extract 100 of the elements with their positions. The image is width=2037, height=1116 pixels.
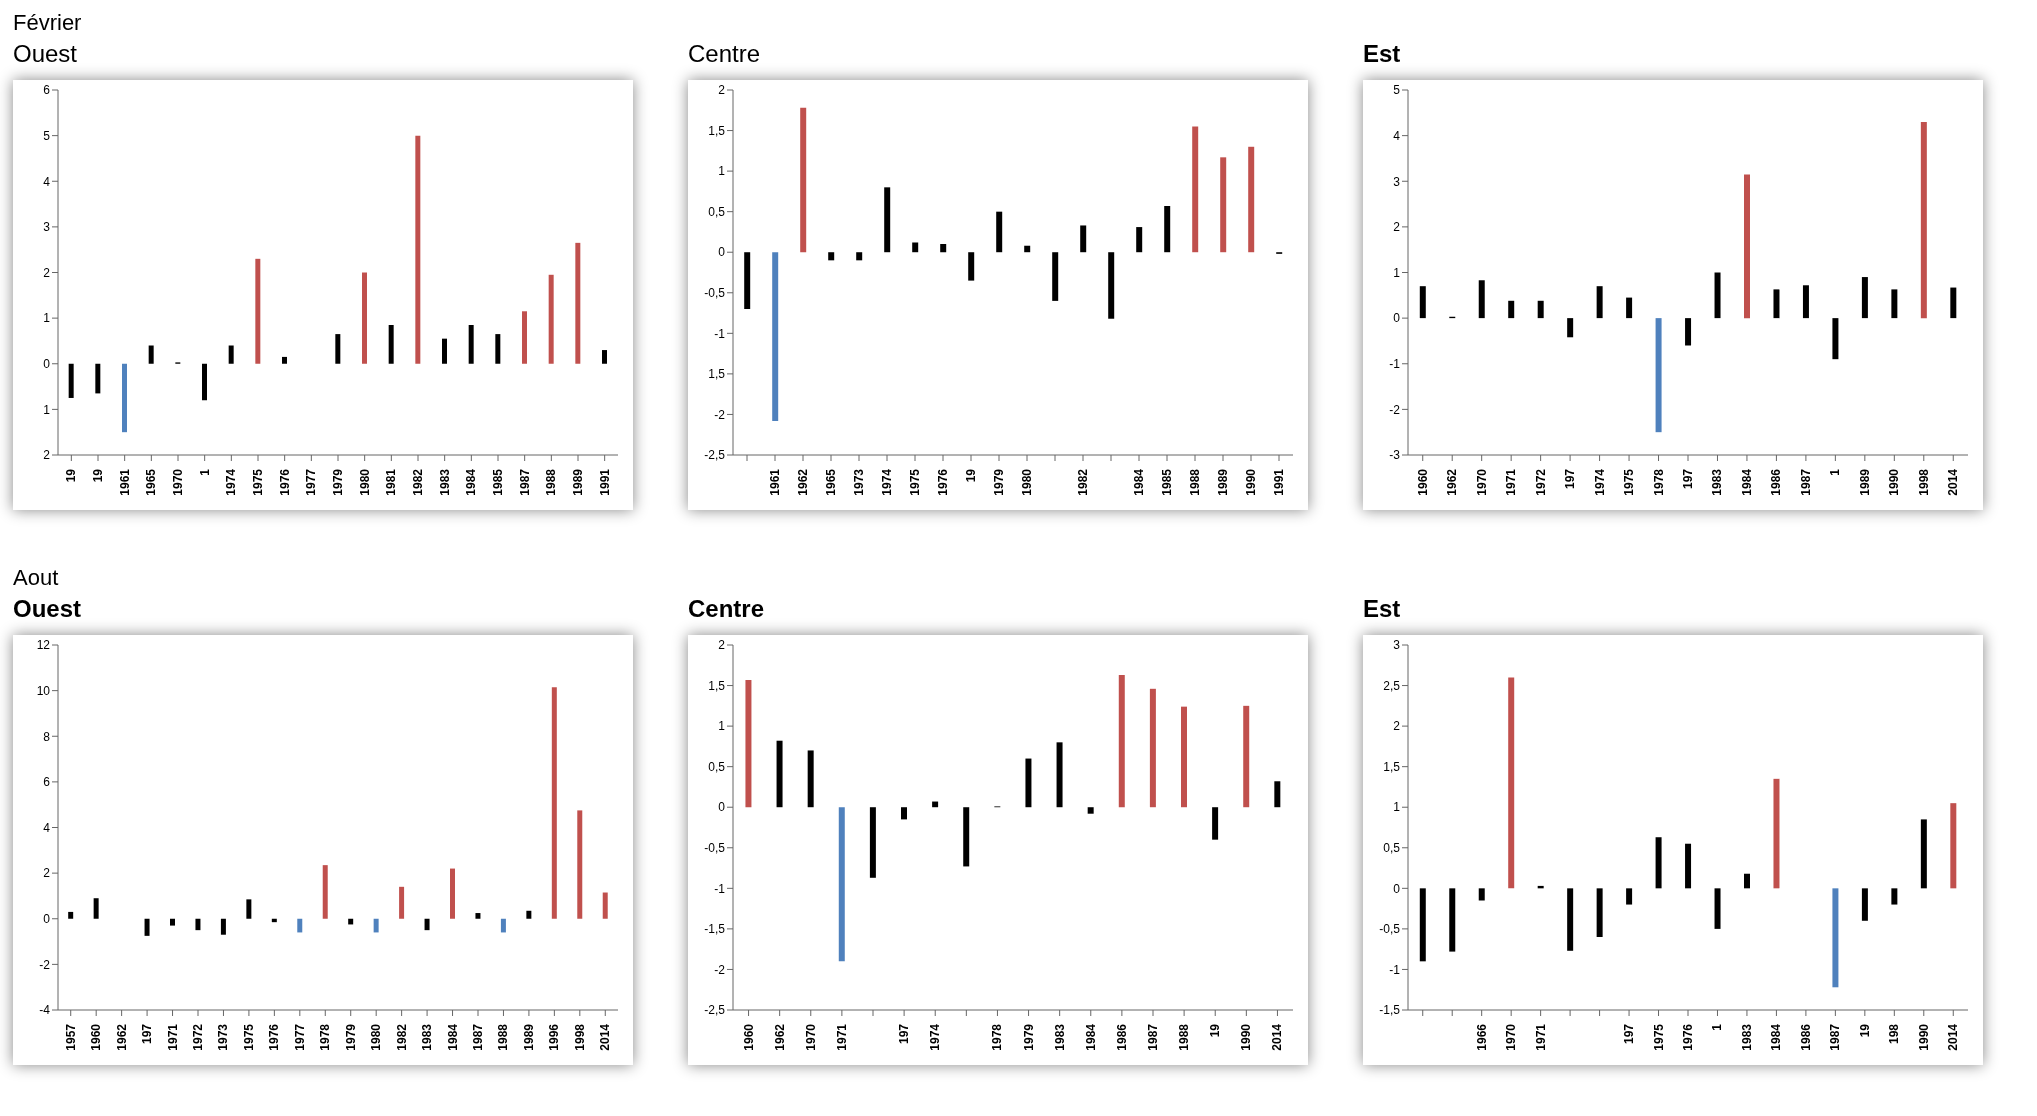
x-tick-label: 1980 <box>369 1023 384 1051</box>
x-tick-label: 19 <box>1857 1023 1872 1038</box>
bar <box>1274 781 1281 808</box>
bar <box>807 750 814 808</box>
y-tick-label: 3 <box>1393 174 1401 189</box>
x-tick-label: 19 <box>64 468 79 483</box>
bar <box>602 350 607 364</box>
x-tick-label: 1960 <box>89 1023 104 1051</box>
bar <box>468 324 474 364</box>
bar <box>1567 888 1574 951</box>
x-tick-label: 1966 <box>1474 1023 1489 1051</box>
x-tick-label: 19 <box>91 468 105 483</box>
chart-title: Ouest <box>13 595 82 623</box>
bar <box>1685 843 1692 889</box>
x-tick-label: 1984 <box>1769 1023 1784 1051</box>
y-tick-label: 1,5 <box>708 123 726 138</box>
bar <box>1243 705 1250 808</box>
y-tick-label: 1 <box>718 719 726 734</box>
bar <box>548 274 554 364</box>
x-tick-label: 1974 <box>928 1023 943 1051</box>
bar <box>282 356 287 364</box>
bar <box>602 892 608 919</box>
x-tick-label: 1979 <box>343 1023 358 1051</box>
bar <box>1212 807 1219 840</box>
bar <box>1626 888 1633 905</box>
bar <box>1449 888 1456 952</box>
x-tick-label: 1976 <box>267 1023 282 1051</box>
x-tick-label: 1983 <box>420 1023 435 1051</box>
bar <box>1596 888 1603 937</box>
x-tick-label: 1985 <box>1160 468 1174 496</box>
x-tick-label: 1982 <box>1076 468 1090 496</box>
bar <box>335 334 341 364</box>
chart-title: Est <box>1363 595 1402 623</box>
x-tick-label: 1984 <box>445 1023 460 1051</box>
x-tick-label: 1987 <box>471 1023 485 1051</box>
y-tick-label: 0,5 <box>708 759 726 774</box>
x-tick-label: 1988 <box>1188 468 1202 496</box>
bar <box>500 918 506 933</box>
x-tick-label: 2014 <box>1270 1023 1285 1051</box>
x-tick-label: 1983 <box>1739 1023 1754 1051</box>
x-tick-label: 1980 <box>1020 468 1034 496</box>
x-tick-label: 1975 <box>241 1023 256 1051</box>
x-tick-label: 1989 <box>1857 468 1872 496</box>
bar <box>362 272 367 364</box>
bar <box>1024 245 1031 253</box>
x-tick-label: 1983 <box>437 468 452 496</box>
x-tick-label: 1973 <box>852 468 866 496</box>
x-tick-label: 1987 <box>1798 468 1813 496</box>
bar <box>1192 126 1199 253</box>
bar <box>1626 297 1633 319</box>
x-tick-label: 2014 <box>1946 468 1961 496</box>
x-tick-label: 1970 <box>171 468 185 496</box>
bar <box>551 687 557 919</box>
bar <box>424 918 430 931</box>
x-tick-label: 1976 <box>277 468 292 496</box>
y-tick-label: 1 <box>1393 265 1401 280</box>
y-tick-label: 10 <box>36 683 51 698</box>
y-tick-label: 3 <box>43 220 51 235</box>
y-tick-label: -0,5 <box>704 841 726 856</box>
bar <box>1596 286 1603 319</box>
bar <box>1861 888 1868 921</box>
x-tick-label: 1971 <box>1533 1023 1548 1051</box>
bar <box>772 252 779 421</box>
y-tick-label: 2 <box>718 83 726 98</box>
bar <box>95 363 101 394</box>
x-tick-label: 1979 <box>331 468 345 496</box>
y-tick-label: 0 <box>1393 311 1401 326</box>
x-tick-label: 1984 <box>464 468 479 496</box>
bar <box>1220 157 1227 253</box>
bar <box>1685 318 1692 346</box>
y-tick-label: 6 <box>43 83 51 98</box>
x-tick-label: 1990 <box>1916 1023 1931 1051</box>
bar <box>1714 888 1721 929</box>
x-tick-label: 1974 <box>880 468 894 496</box>
bar <box>373 918 379 933</box>
x-tick-label: 2014 <box>1946 1023 1961 1051</box>
x-tick-label: 1988 <box>1177 1023 1192 1051</box>
bar <box>1950 287 1957 319</box>
bar <box>1832 888 1839 988</box>
bar <box>1136 227 1143 253</box>
y-tick-label: 5 <box>1393 83 1401 98</box>
bar <box>996 211 1003 253</box>
x-tick-label: 1990 <box>1887 468 1902 496</box>
bar <box>1655 318 1662 433</box>
bar <box>450 868 455 919</box>
bar <box>1108 252 1115 319</box>
y-tick-label: 1 <box>43 311 51 326</box>
x-tick-label: 1970 <box>1474 468 1489 496</box>
bar <box>1655 837 1662 889</box>
bar <box>1080 225 1087 253</box>
y-tick-label: 3 <box>1393 638 1401 653</box>
bar <box>1508 300 1515 319</box>
bar <box>968 252 975 281</box>
bar <box>776 740 783 808</box>
x-tick-label: 1972 <box>191 1023 205 1051</box>
bar <box>1744 873 1750 889</box>
x-tick-label: 1972 <box>1533 468 1548 496</box>
y-tick-label: 0,5 <box>708 204 726 219</box>
x-tick-label: 1984 <box>1739 468 1754 496</box>
y-tick-label: -2 <box>714 962 726 977</box>
